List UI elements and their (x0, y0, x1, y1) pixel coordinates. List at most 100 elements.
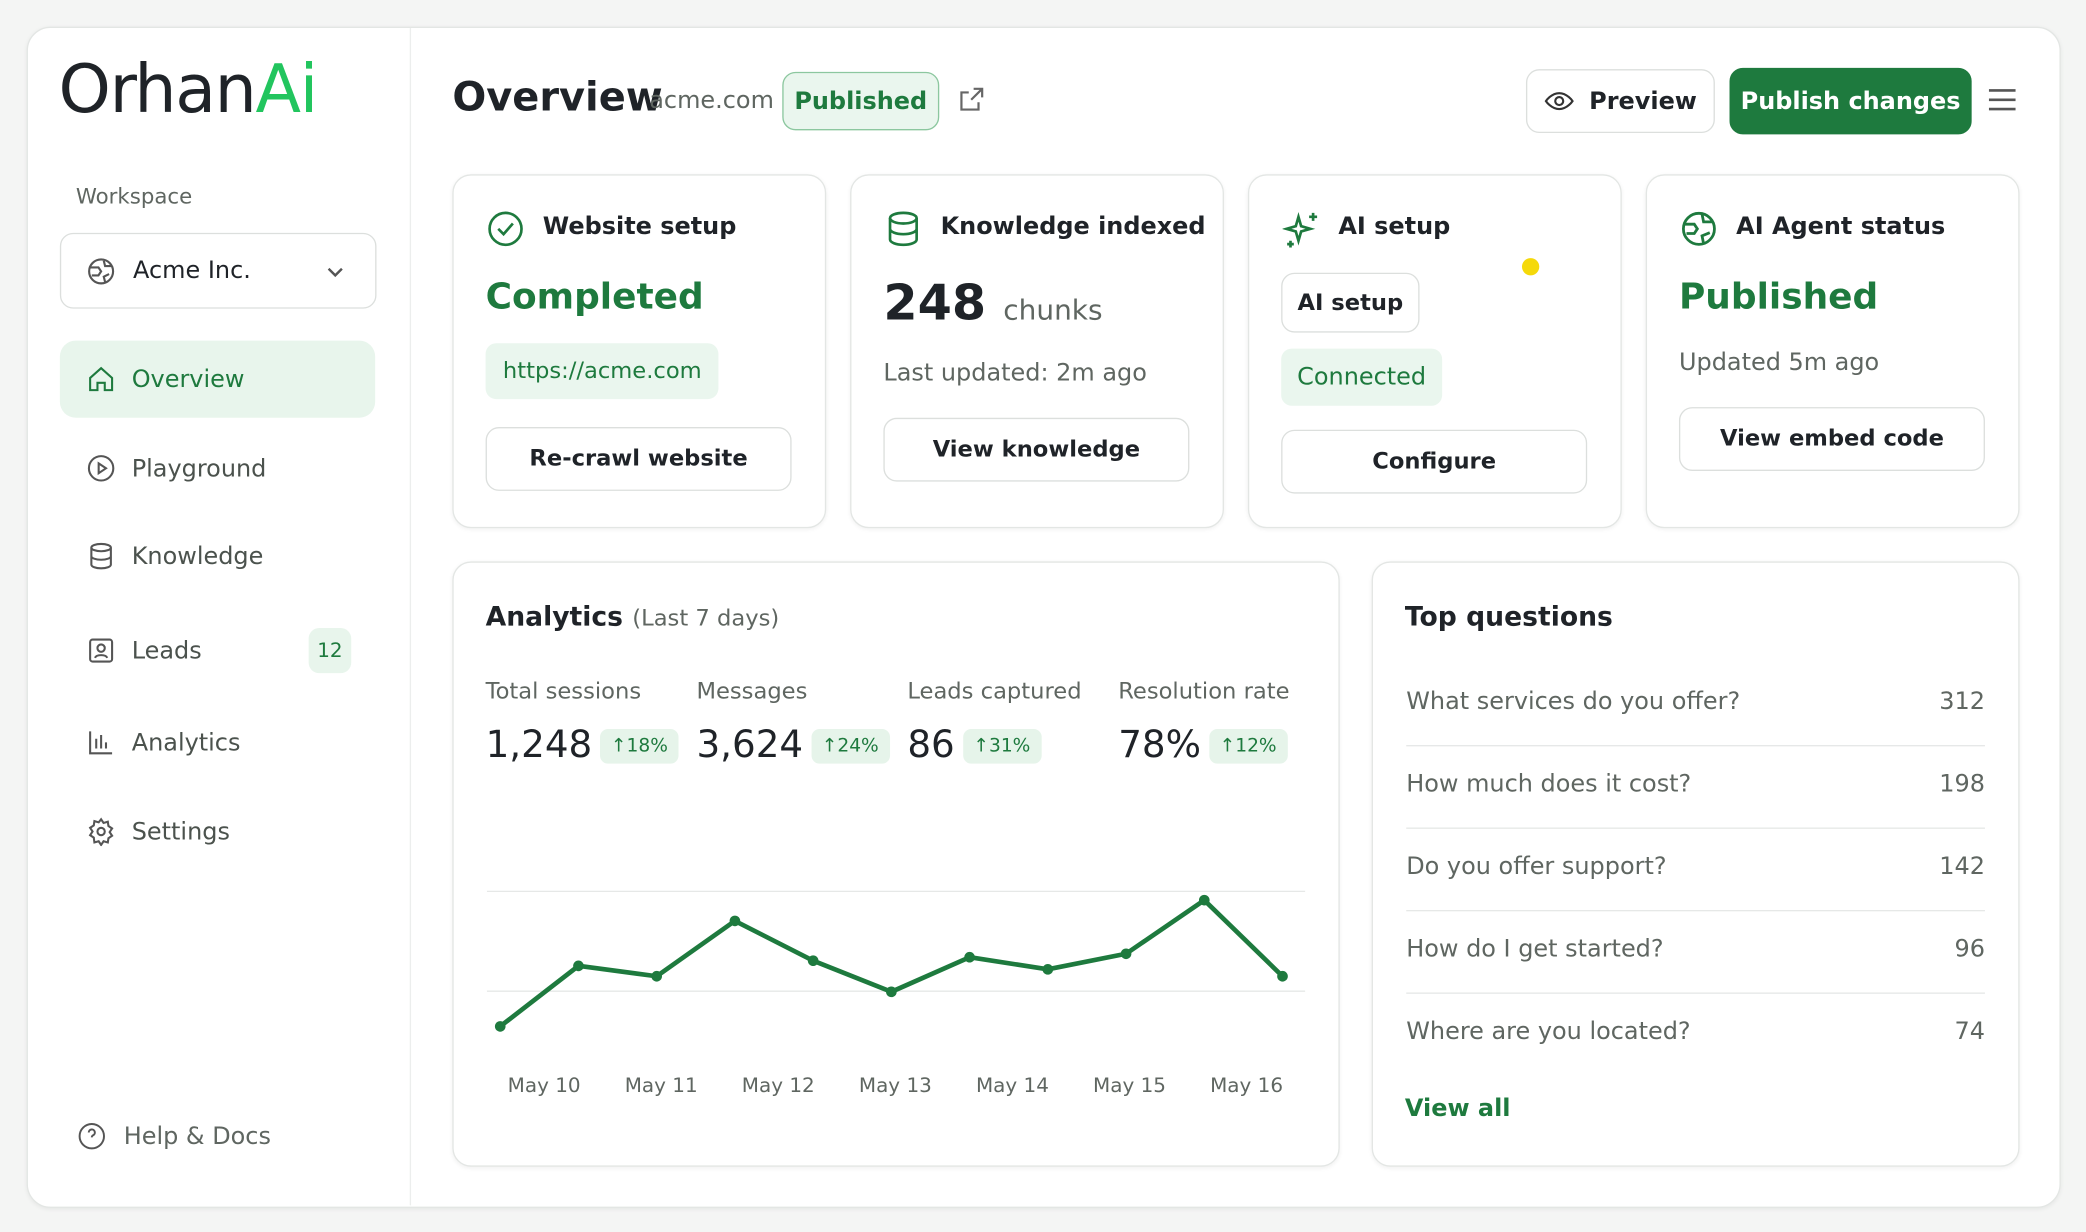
nav-label: Leads (131, 636, 202, 665)
point (651, 970, 663, 982)
nav-icon (89, 731, 113, 755)
metric-label: Messages (696, 678, 808, 706)
metric-change: ↑18% (600, 729, 679, 764)
point (729, 915, 741, 927)
top-questions-title: Top questions (1404, 600, 1613, 632)
card-button[interactable]: Configure (1281, 429, 1588, 494)
nav-item[interactable]: Playground (60, 430, 375, 507)
arrow: ↑ (821, 735, 838, 757)
logo-accent: Ai (255, 50, 319, 128)
sparkle-icon (1282, 212, 1318, 248)
row-divider (1406, 827, 1985, 829)
nav-label: Knowledge (131, 542, 264, 571)
eye-icon (1545, 92, 1575, 111)
check-icon (488, 211, 523, 247)
question-row[interactable]: What services do you offer? 312 (1406, 688, 1985, 716)
nav-item[interactable]: Overview (59, 340, 376, 418)
nav-label: Playground (131, 454, 267, 483)
metric-change-text: 31% (988, 735, 1031, 757)
question-row[interactable]: Do you offer support? 142 (1406, 853, 1985, 881)
question-text: Do you offer support? (1406, 852, 1667, 881)
card-status: Published (1678, 276, 1879, 318)
metric-label: Leads captured (907, 678, 1082, 706)
logo: OrhanAi (59, 50, 319, 128)
view-all-link[interactable]: View all (1404, 1094, 1511, 1123)
preview-button[interactable]: Preview (1525, 69, 1715, 134)
status-pill: Published (782, 71, 940, 131)
metric-change-text: 18% (626, 735, 668, 757)
help-text: Help & Docs (123, 1122, 271, 1151)
metric-change-text: 12% (1235, 735, 1277, 757)
nav-item[interactable]: Knowledge (60, 518, 375, 595)
question-row[interactable]: How do I get started? 96 (1406, 935, 1985, 963)
workspace-select[interactable]: Acme Inc. (59, 232, 377, 309)
card-title: Website setup (542, 212, 737, 241)
preview-text: Preview (1589, 87, 1697, 116)
point (573, 960, 584, 972)
chunk-unit: chunks (1003, 294, 1103, 326)
metric-change: ↑24% (811, 729, 890, 764)
point (964, 951, 975, 963)
chunk-count: 248 (883, 274, 987, 332)
top-questions-card: Top questions View all What services do … (1371, 561, 2020, 1167)
question-count: 142 (1939, 852, 1985, 881)
metric-row: 78% ↑12% (1118, 722, 1288, 766)
nav-item[interactable]: Settings (60, 793, 375, 870)
nav-item[interactable]: Leads 12 (60, 612, 375, 689)
metric-value: 1,248 (485, 722, 593, 767)
question-count: 74 (1954, 1017, 1985, 1046)
publish-button[interactable]: Publish changes (1729, 67, 1972, 135)
point (1042, 964, 1054, 975)
globe-icon (1682, 211, 1716, 246)
row-divider (1406, 909, 1985, 912)
metric-value: 86 (907, 722, 955, 767)
card: AI Agent status Published Updated 5m ago… (1645, 174, 2020, 529)
x-tick-label: May 11 (625, 1073, 698, 1097)
domain: acme.com (649, 86, 774, 115)
question-count: 96 (1954, 935, 1985, 964)
nav-label: Overview (131, 365, 245, 394)
question-text: What services do you offer? (1406, 687, 1741, 716)
x-tick-label: May 15 (1093, 1073, 1166, 1097)
nav-icon (88, 817, 114, 847)
x-tick-label: May 12 (742, 1073, 815, 1097)
line-chart: May 10 May 11 May 12 May 13 May 14 May 15 May … (486, 890, 1306, 1097)
url-chip: https://acme.com (485, 343, 719, 400)
point (1277, 970, 1288, 982)
question-row[interactable]: How much does it cost? 198 (1406, 770, 1985, 798)
card: Knowledge indexed 248 chunks Last update… (850, 174, 1224, 529)
question-count: 312 (1939, 687, 1985, 716)
nav-icon (89, 638, 114, 663)
menu-icon[interactable] (1988, 86, 2017, 113)
metric-value: 3,624 (696, 722, 804, 767)
metric-change-text: 24% (837, 735, 879, 757)
question-row[interactable]: Where are you located? 74 (1406, 1018, 1985, 1046)
metric-row: 1,248 ↑18% (486, 722, 679, 766)
setup-chip[interactable]: AI setup (1281, 272, 1420, 333)
card-status: Completed (485, 276, 704, 318)
nav-icon (89, 366, 114, 392)
card-title: AI setup (1338, 212, 1451, 241)
point (494, 1021, 506, 1032)
point (886, 986, 897, 998)
x-tick-label: May 10 (508, 1073, 581, 1097)
arrow: ↑ (610, 735, 627, 757)
analytics-title: Analytics (485, 600, 624, 632)
card-button[interactable]: View knowledge (883, 417, 1190, 482)
card-button[interactable]: View embed code (1678, 407, 1985, 471)
row-divider (1406, 992, 1985, 994)
x-tick-label: May 16 (1210, 1073, 1283, 1097)
analytics-card: Analytics (Last 7 days) Total sessions 1,… (452, 561, 1340, 1167)
help-link[interactable]: Help & Docs (77, 1122, 271, 1151)
sidebar-divider (409, 27, 412, 1206)
card-updated: Last updated: 2m ago (883, 359, 1147, 388)
metric-row: 3,624 ↑24% (696, 722, 890, 767)
nav-badge: 12 (308, 627, 352, 674)
nav-icon (90, 542, 112, 570)
external-link[interactable] (957, 85, 986, 114)
nav-icon (87, 455, 115, 482)
nav-item[interactable]: Analytics (60, 704, 375, 781)
card-button[interactable]: Re-crawl website (485, 427, 792, 491)
